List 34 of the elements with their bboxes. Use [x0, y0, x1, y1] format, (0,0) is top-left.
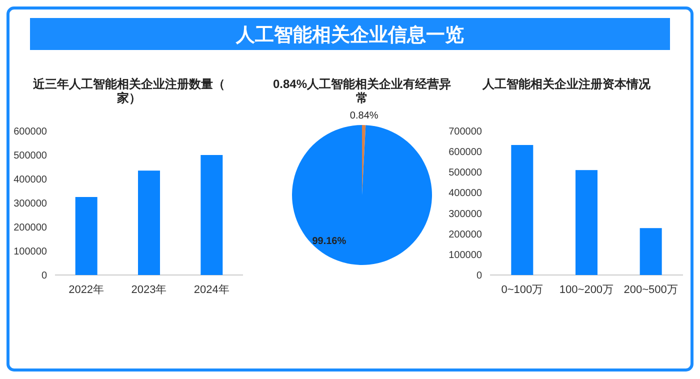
y-tick-label: 600000 — [448, 147, 482, 158]
bar — [511, 144, 534, 275]
x-tick-label: 2024年 — [194, 284, 230, 296]
bar — [75, 197, 98, 275]
bar — [138, 170, 160, 275]
pie-slice — [292, 125, 432, 265]
x-tick-label: 0~100万 — [501, 284, 544, 296]
y-tick-label: 200000 — [448, 229, 482, 240]
y-tick-label: 100000 — [448, 250, 482, 261]
bar — [640, 228, 662, 275]
y-tick-label: 500000 — [448, 168, 482, 179]
data-label: 0.84% — [350, 110, 378, 122]
y-tick-label: 0 — [476, 270, 482, 282]
chart-title: 人工智能相关企业注册资本情况 — [482, 77, 652, 91]
x-tick-label: 2022年 — [68, 284, 104, 296]
y-tick-label: 100000 — [14, 246, 48, 258]
x-tick-label: 2023年 — [131, 284, 167, 296]
chart-title: 近三年人工智能相关企业注册数量（家） — [32, 77, 225, 105]
y-tick-label: 600000 — [14, 126, 48, 138]
x-tick-label: 100~200万 — [559, 284, 614, 296]
y-tick-label: 500000 — [14, 150, 48, 162]
x-tick-label: 200~500万 — [624, 284, 678, 296]
bar — [200, 155, 223, 275]
bar — [576, 170, 598, 275]
data-label: 99.16% — [312, 236, 346, 247]
text: 人工智能相关企业信息一览 — [235, 24, 464, 46]
y-tick-label: 200000 — [14, 222, 48, 234]
y-tick-label: 0 — [41, 270, 48, 282]
y-tick-label: 300000 — [448, 208, 482, 220]
chart-title: 0.84%人工智能相关企业有经营异常 — [272, 77, 452, 105]
y-tick-label: 400000 — [448, 188, 482, 200]
y-tick-label: 300000 — [14, 198, 48, 210]
y-tick-label: 400000 — [14, 174, 48, 186]
y-tick-label: 700000 — [448, 126, 482, 138]
